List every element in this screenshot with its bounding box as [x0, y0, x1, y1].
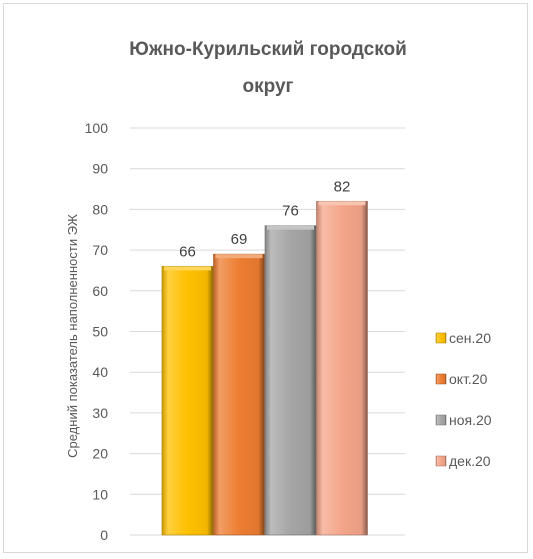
y-tick-label: 50: [92, 324, 108, 340]
y-axis-ticks: 0 10 20 30 40 50 60 70 80 90 100: [85, 120, 109, 543]
legend-swatch: [435, 414, 447, 426]
data-label: 66: [179, 243, 196, 260]
bar-дек.20: [316, 200, 368, 536]
y-tick-label: 60: [92, 283, 108, 299]
data-label: 69: [231, 231, 248, 248]
y-tick-label: 20: [92, 446, 108, 462]
legend-label: дек.20: [449, 453, 491, 469]
bar-сен.20: [161, 266, 214, 536]
bar-ноя.20: [264, 225, 317, 536]
y-tick-label: 70: [92, 242, 108, 258]
legend-swatch: [435, 332, 447, 344]
legend-swatch: [435, 373, 447, 385]
legend-swatch: [435, 455, 447, 467]
y-tick-label: 30: [92, 405, 108, 421]
y-tick-label: 80: [92, 201, 108, 217]
data-label: 76: [282, 203, 299, 220]
legend-label: ноя.20: [449, 412, 492, 428]
chart-title-line-2: округ: [243, 76, 294, 97]
data-label: 82: [334, 178, 351, 195]
legend: сен.20 окт.20 ноя.20 дек.20: [435, 330, 492, 469]
bars: 66 69 76 82: [161, 178, 368, 536]
bar-top-highlight: [164, 266, 211, 271]
bar-top-highlight: [318, 201, 366, 206]
bar-окт.20: [213, 253, 265, 536]
chart-title-line-1: Южно-Курильский городской: [129, 39, 407, 60]
y-axis-label: Средний показатель наполненности ЭЖ: [65, 214, 80, 458]
y-tick-label: 0: [100, 527, 108, 543]
bar-top-highlight: [267, 225, 314, 230]
bar-top-highlight: [215, 254, 263, 259]
legend-label: окт.20: [449, 371, 488, 387]
y-tick-label: 10: [92, 486, 108, 502]
y-tick-label: 100: [85, 120, 109, 136]
legend-label: сен.20: [449, 330, 491, 346]
y-tick-label: 90: [92, 161, 108, 177]
y-tick-label: 40: [92, 364, 108, 380]
